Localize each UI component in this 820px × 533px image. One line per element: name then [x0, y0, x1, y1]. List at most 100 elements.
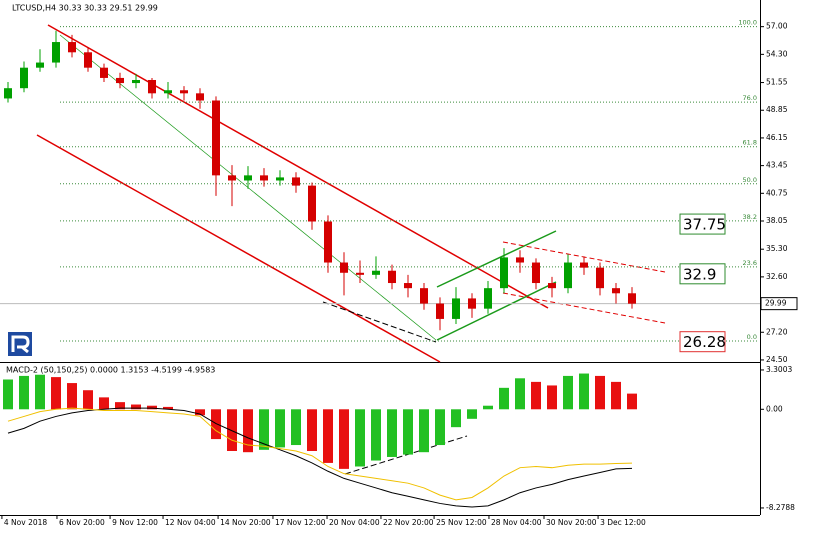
last-price-label: 29.99: [765, 299, 787, 308]
fib-label: 0.0: [747, 333, 757, 341]
y-tick-label: 24.50: [766, 355, 788, 364]
x-tick-label: 17 Nov 12:00: [275, 518, 326, 527]
macd-bar: [627, 393, 637, 410]
macd-bar: [499, 387, 509, 410]
macd-bar: [595, 375, 605, 410]
candle-body: [292, 177, 300, 186]
macd-bar: [163, 406, 173, 410]
y-tick-label: 27.20: [766, 327, 788, 336]
candle-body: [500, 257, 508, 289]
fib-label: 100.0: [738, 19, 757, 27]
macd-bar: [19, 375, 29, 410]
macd-bar: [227, 409, 237, 452]
macd-bar: [3, 379, 13, 410]
candle-body: [196, 93, 204, 101]
y-tick-label: 57.00: [766, 22, 788, 31]
y-tick-label: 48.85: [766, 105, 788, 114]
candle-body: [548, 283, 556, 289]
y-tick-label: 46.15: [766, 133, 788, 142]
candle-body: [468, 298, 476, 309]
candle-body: [420, 288, 428, 304]
macd-bar: [35, 374, 45, 410]
x-tick-label: 9 Nov 12:00: [112, 518, 158, 527]
y-tick-label: 38.05: [766, 216, 788, 225]
macd-bar: [435, 409, 445, 446]
candle-body: [436, 303, 444, 319]
candle-body: [388, 270, 396, 284]
candle-body: [100, 67, 108, 78]
level-box: [679, 331, 726, 353]
candle-body: [244, 175, 252, 181]
candle-body: [340, 262, 348, 273]
fib-label: 76.0: [743, 94, 757, 102]
candle-body: [36, 62, 44, 68]
macd-bar: [147, 405, 157, 410]
macd-bar: [563, 375, 573, 410]
candle-body: [4, 88, 12, 99]
candle-body: [516, 257, 524, 263]
level-label: 37.75: [683, 216, 726, 234]
macd-bar: [67, 383, 77, 410]
green-channel-bottom: [436, 281, 557, 341]
candle-body: [260, 175, 268, 181]
macd-bar: [243, 409, 253, 453]
macd-bar: [451, 409, 461, 428]
fib-label: 23.6: [743, 259, 757, 267]
x-tick-label: 3 Dec 12:00: [600, 518, 646, 527]
candle-body: [324, 221, 332, 263]
candle-body: [20, 67, 28, 89]
macd-bar: [259, 409, 269, 450]
macd-bar: [611, 381, 621, 410]
level-label: 26.28: [683, 333, 726, 351]
macd-bar: [371, 409, 381, 461]
macd-bar: [195, 409, 205, 416]
y-tick-label: 32.60: [766, 272, 788, 281]
y-tick-label: 54.30: [766, 49, 788, 58]
fib-label: 50.0: [743, 176, 757, 184]
candle-body: [164, 90, 172, 94]
y-tick-label: 51.55: [766, 78, 788, 87]
macd-bar: [291, 409, 301, 446]
y-tick-label: -8.2788: [766, 503, 795, 512]
fib-label: 61.8: [743, 139, 757, 147]
macd-line: [7, 407, 633, 501]
candle-body: [596, 267, 604, 289]
green-channel-top: [436, 230, 557, 288]
macd-bar: [387, 409, 397, 457]
candle-body: [276, 177, 284, 181]
macd-bar: [419, 409, 429, 453]
x-tick-label: 12 Nov 04:00: [165, 518, 216, 527]
channel-top: [47, 24, 549, 309]
macd-bar: [339, 409, 349, 469]
level-label: 32.9: [683, 265, 716, 283]
candle-body: [628, 293, 636, 304]
x-tick-label: 14 Nov 20:00: [220, 518, 271, 527]
channel-bottom: [36, 134, 441, 363]
price-header: LTCUSD,H4 30.33 30.33 29.51 29.99: [12, 4, 158, 13]
candle-body: [132, 79, 140, 84]
dashed-bottom: [502, 292, 666, 324]
candle-body: [212, 100, 220, 176]
candle-body: [180, 90, 188, 94]
x-tick-label: 28 Nov 04:00: [491, 518, 542, 527]
macd-bar: [355, 409, 365, 467]
candle-body: [308, 185, 316, 222]
candle-body: [372, 270, 380, 275]
macd-bar: [51, 377, 61, 410]
macd-line: [7, 407, 633, 508]
y-tick-label: 0.00: [766, 404, 783, 413]
y-tick-label: 40.75: [766, 188, 788, 197]
macd-bar: [131, 404, 141, 410]
candle-body: [68, 42, 76, 53]
x-tick-label: 20 Nov 04:00: [329, 518, 380, 527]
candle-body: [228, 175, 236, 181]
macd-bar: [515, 378, 525, 410]
macd-bar: [403, 409, 413, 455]
y-tick-label: 43.45: [766, 161, 788, 170]
candle-body: [356, 272, 364, 275]
candle-body: [116, 77, 124, 84]
candle-body: [612, 288, 620, 294]
y-tick-label: 3.3003: [766, 365, 792, 374]
x-tick-label: 4 Nov 2018: [4, 518, 47, 527]
